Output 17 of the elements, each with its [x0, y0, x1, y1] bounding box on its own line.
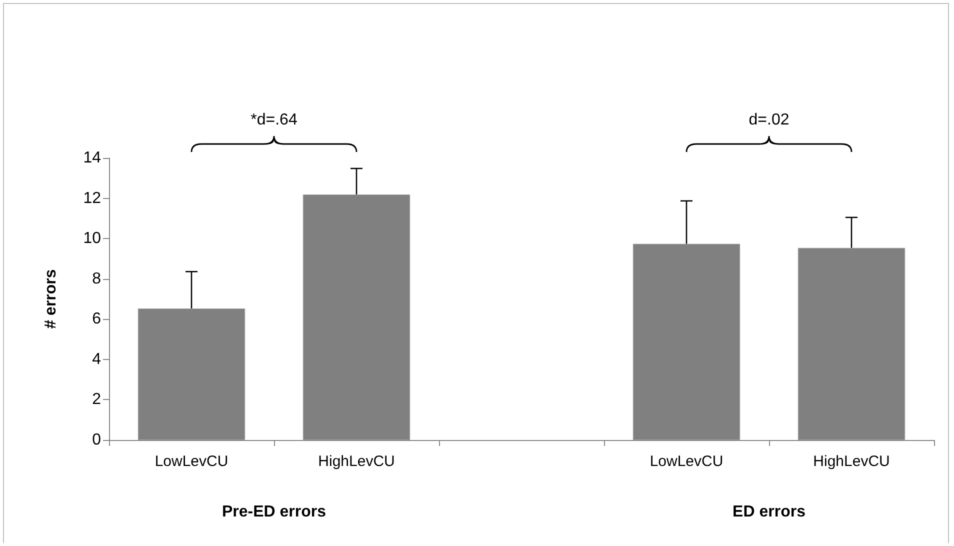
y-tick-label: 6 — [92, 310, 102, 328]
x-tick-label: HighLevCU — [813, 453, 890, 470]
y-tick-label: 14 — [83, 150, 102, 166]
text: ED errors — [732, 504, 806, 520]
y-tick-label: 8 — [92, 270, 102, 288]
y-axis-title: # errors — [42, 269, 60, 329]
y-tick-label: 10 — [83, 230, 102, 248]
x-tick-label: LowLevCU — [154, 453, 228, 470]
text: Pre-ED errors — [222, 504, 326, 520]
y-tick-label: 0 — [92, 432, 102, 448]
y-tick-label: 4 — [92, 350, 102, 368]
y-tick-label: 12 — [83, 190, 102, 207]
x-tick-label: HighLevCU — [318, 453, 395, 470]
x-tick-label: LowLevCU — [650, 453, 724, 470]
y-tick-label: 2 — [92, 391, 102, 408]
text: d=.02 — [748, 112, 790, 128]
text: *d=.64 — [250, 112, 298, 128]
